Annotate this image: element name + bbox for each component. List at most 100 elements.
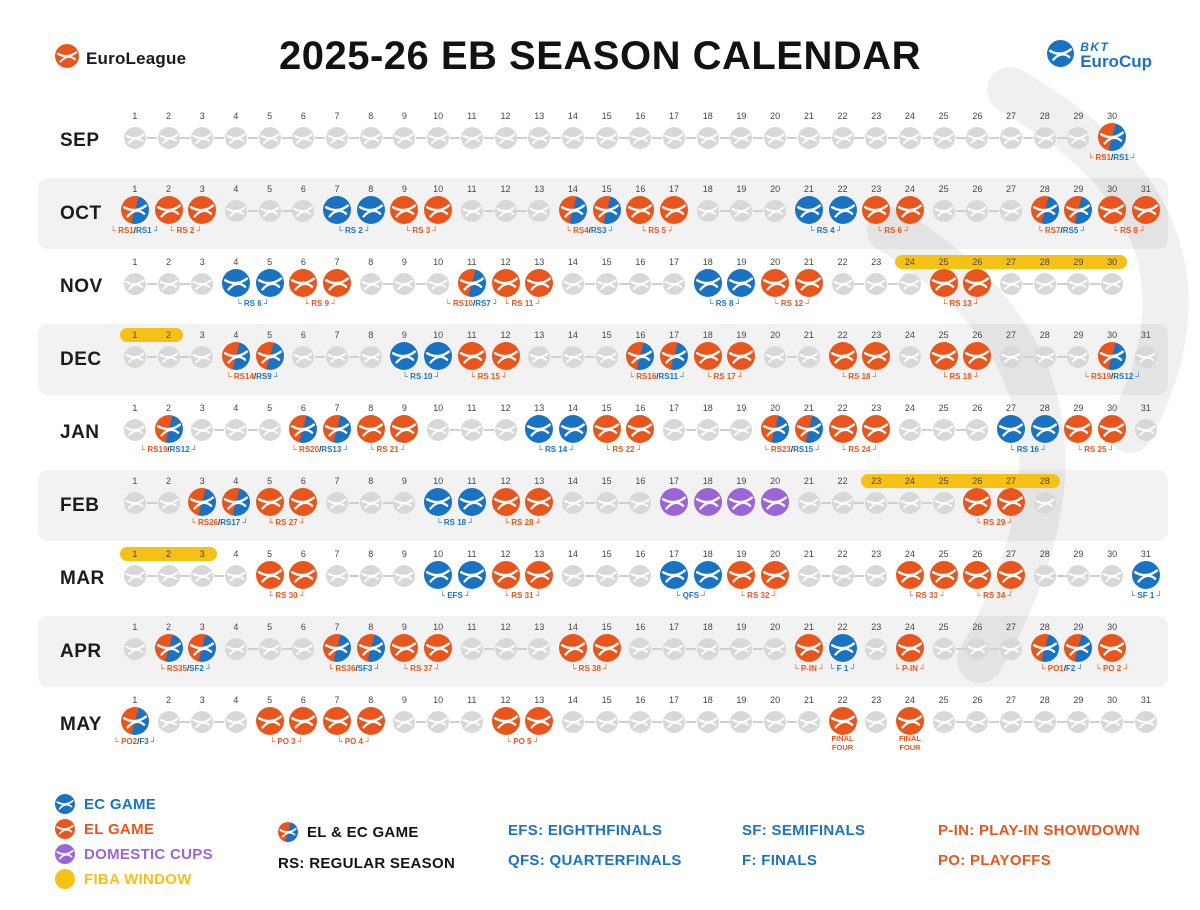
- no-game-ball: [696, 711, 719, 733]
- day-cell: 7: [320, 621, 354, 662]
- day-number: 8: [368, 403, 374, 413]
- day-number: 13: [534, 622, 545, 632]
- no-game-ball: [123, 419, 146, 441]
- round-label: └ RS16/RS11 ┘: [628, 372, 686, 381]
- day-number: 25: [938, 695, 949, 705]
- day-cell: 4: [214, 548, 253, 587]
- round-label: └ SF 1 ┘: [1129, 591, 1163, 600]
- game-ball-el: [592, 415, 621, 443]
- no-game-ball: [1101, 565, 1124, 587]
- game-ball-el: [997, 561, 1026, 589]
- no-game-ball: [393, 492, 416, 514]
- day-cell: 28: [1028, 475, 1062, 514]
- no-game-ball: [123, 565, 146, 587]
- days-strip: 1 2 3 4 5 6 7 8 9 10 11 12 13 14 15 16 17 18 19 20 21 22 23 24 2…: [110, 177, 1164, 250]
- day-cell: 10: [421, 329, 455, 370]
- day-number: 24: [904, 622, 915, 632]
- game-ball-both: [626, 342, 655, 370]
- legend-col5: P-IN: PLAY-IN SHOWDOWN PO: PLAYOFFS: [938, 822, 1140, 869]
- game-ball-el: [929, 342, 958, 370]
- day-cell: 2: [146, 110, 186, 149]
- game-ball-both: [1064, 634, 1093, 662]
- day-number: 28: [1039, 476, 1050, 486]
- day-cell: 17: [652, 256, 691, 295]
- day-cell: 15: [590, 621, 624, 662]
- game-ball-el: [727, 342, 756, 370]
- day-cell: 16: [624, 329, 658, 370]
- no-game-ball: [1101, 273, 1124, 295]
- day-cell: 20: [753, 621, 792, 660]
- day-number: 16: [635, 622, 646, 632]
- round-label: └ RS 30 ┘: [267, 591, 306, 600]
- legend-label: EL GAME: [84, 820, 155, 838]
- game-ball-ec: [424, 342, 453, 370]
- round-label: └ RS4/RS3 ┘: [565, 226, 615, 235]
- no-game-ball: [326, 127, 349, 149]
- day-cell: 26: [961, 548, 995, 589]
- day-number: 16: [635, 476, 646, 486]
- day-number: 9: [401, 111, 407, 121]
- day-number: 15: [601, 403, 612, 413]
- day-cell: 28: [1028, 548, 1062, 587]
- no-game-ball: [460, 127, 483, 149]
- day-cell: 20: [753, 694, 792, 733]
- day-number: 27: [1006, 257, 1017, 267]
- day-number: 8: [368, 476, 374, 486]
- day-number: 22: [837, 111, 848, 121]
- day-cell: 20: [758, 256, 792, 297]
- day-number: 8: [368, 184, 374, 194]
- day-number: 7: [334, 184, 340, 194]
- day-number: 5: [267, 184, 273, 194]
- day-cell: 15: [584, 110, 624, 149]
- day-cell: 26: [955, 694, 995, 733]
- day-number: 22: [837, 403, 848, 413]
- day-number: 23: [871, 257, 882, 267]
- day-number: 20: [770, 257, 781, 267]
- day-cell: 7: [320, 548, 354, 587]
- legend-label: P-IN: PLAY-IN SHOWDOWN: [938, 822, 1140, 839]
- day-number: 10: [433, 622, 444, 632]
- no-game-ball: [494, 200, 517, 222]
- day-cell: 22: [826, 402, 860, 443]
- day-number: 31: [1140, 184, 1151, 194]
- round-label: └ F 1 ┘: [828, 664, 857, 673]
- game-ball-el: [255, 561, 284, 589]
- day-number: 24: [904, 403, 915, 413]
- day-number: 22: [837, 257, 848, 267]
- day-number: 31: [1140, 695, 1151, 705]
- day-cell: 14: [556, 256, 590, 295]
- no-game-ball: [123, 346, 146, 368]
- day-cell: 20: [753, 110, 792, 149]
- game-ball-el: [491, 269, 520, 297]
- round-label: FINAL FOUR: [831, 734, 854, 752]
- no-game-ball: [326, 346, 349, 368]
- day-cell: 18: [691, 475, 725, 516]
- day-number: 21: [803, 111, 814, 121]
- no-game-ball: [595, 492, 618, 514]
- day-cell: 19: [719, 183, 759, 222]
- day-cell: 29: [1062, 183, 1096, 224]
- day-cell: 3: [185, 621, 219, 662]
- day-cell: 25: [927, 329, 961, 370]
- game-ball-el: [794, 634, 823, 662]
- no-game-ball: [191, 346, 214, 368]
- round-label: └ RS 37 ┘: [402, 664, 441, 673]
- game-ball-both: [1030, 196, 1059, 224]
- game-ball-el: [963, 269, 992, 297]
- day-number: 18: [702, 111, 713, 121]
- day-cell: 22: [820, 548, 860, 587]
- no-game-ball: [898, 346, 921, 368]
- no-game-ball: [1000, 273, 1023, 295]
- calendar: SEP 1 2 3 4 5 6 7 8 9 10 11 12 13 14 15 16 17 18 19 20 21 22 23…: [0, 104, 1200, 761]
- day-cell: 27: [994, 329, 1028, 368]
- round-label: └ RS 29 ┘: [975, 518, 1014, 527]
- round-label: └ RS 21 ┘: [368, 445, 407, 454]
- no-game-ball: [191, 127, 214, 149]
- game-ball-el: [154, 196, 183, 224]
- day-number: 22: [837, 622, 848, 632]
- month-row-sep: SEP 1 2 3 4 5 6 7 8 9 10 11 12 13 14 15 16 17 18 19 20 21 22 23…: [0, 104, 1200, 177]
- game-ball-cup: [660, 488, 689, 516]
- game-ball-both: [120, 196, 149, 224]
- day-cell: 22: [826, 694, 860, 735]
- day-number: 9: [401, 257, 407, 267]
